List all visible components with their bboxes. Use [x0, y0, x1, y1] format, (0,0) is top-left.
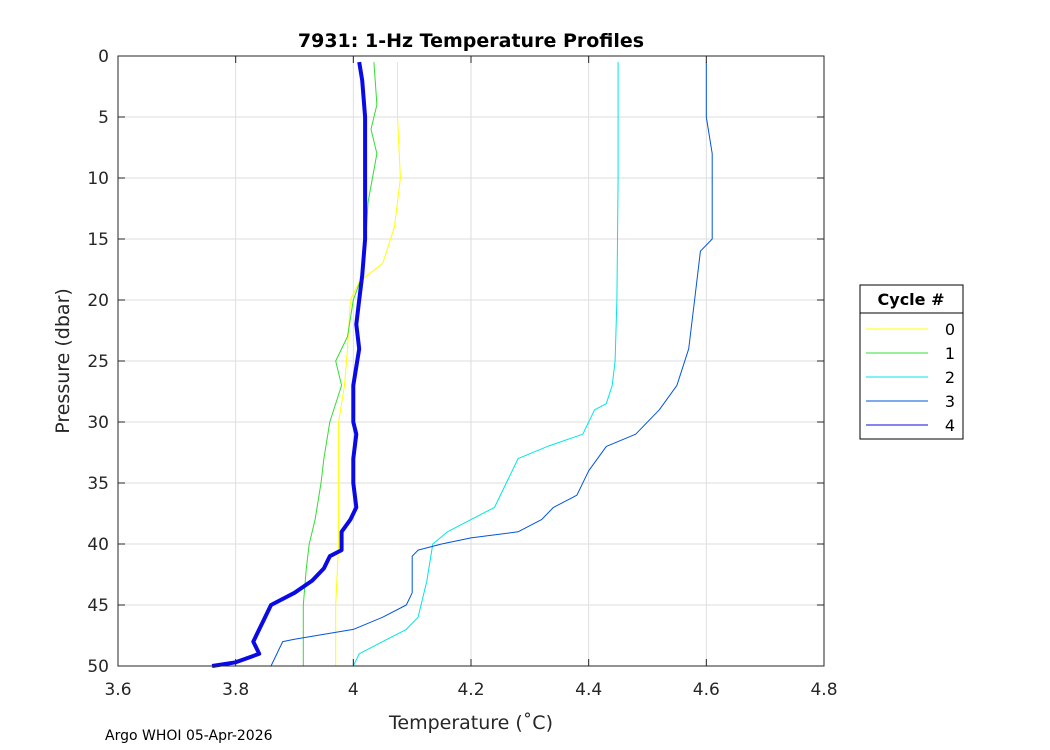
- y-tick-label: 10: [87, 169, 109, 189]
- y-tick-label: 30: [87, 413, 109, 433]
- legend-label-cycle-3: 3: [945, 392, 955, 411]
- ticks: [117, 55, 825, 667]
- x-tick-label: 4.6: [693, 680, 720, 700]
- series-line-cycle-1: [302, 62, 378, 666]
- y-tick-label: 15: [87, 230, 109, 250]
- y-tick-label: 0: [98, 47, 109, 67]
- legend-label-cycle-4: 4: [945, 416, 955, 435]
- series-line-cycle-3: [270, 62, 713, 667]
- x-tick-label: 4.8: [810, 680, 837, 700]
- x-tick-label: 4.2: [457, 680, 484, 700]
- y-tick-label: 20: [87, 291, 109, 311]
- series-line-cycle-4: [211, 61, 368, 668]
- y-tick-label: 45: [87, 596, 109, 616]
- legend: Cycle # 0 1 2 3 4: [859, 284, 964, 440]
- y-tick-label: 35: [87, 474, 109, 494]
- series-line-cycle-2: [352, 62, 619, 667]
- series-group: [211, 61, 713, 668]
- chart-title: 7931: 1-Hz Temperature Profiles: [298, 30, 644, 52]
- legend-box: [859, 284, 964, 440]
- x-tick-label: 3.8: [222, 680, 249, 700]
- x-tick-label: 4.4: [575, 680, 602, 700]
- footer-credit: Argo WHOI 05-Apr-2026: [105, 728, 273, 744]
- y-tick-label: 5: [98, 108, 109, 128]
- legend-entries: 0 1 2 3 4: [866, 320, 955, 435]
- legend-label-cycle-2: 2: [945, 368, 955, 387]
- x-tick-label: 4: [348, 680, 359, 700]
- y-tick-label: 25: [87, 352, 109, 372]
- x-tick-label: 3.6: [104, 680, 131, 700]
- legend-title: Cycle #: [878, 290, 945, 309]
- x-axis-label: Temperature (˚C): [388, 712, 553, 734]
- legend-label-cycle-1: 1: [945, 344, 955, 363]
- y-tick-label: 40: [87, 535, 109, 555]
- y-tick-label: 50: [87, 657, 109, 677]
- legend-label-cycle-0: 0: [945, 320, 955, 339]
- y-axis-label: Pressure (dbar): [52, 288, 74, 434]
- tick-labels: 3.6 3.8 4 4.2 4.4 4.6 4.8 0 5 10 15 20 25 30 35 40 45 50: [87, 47, 837, 700]
